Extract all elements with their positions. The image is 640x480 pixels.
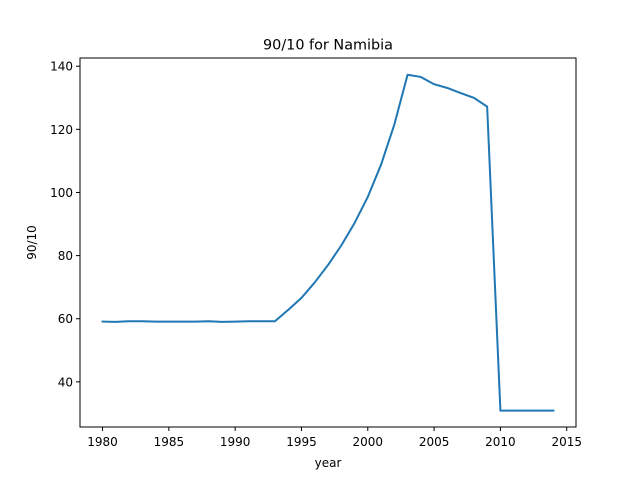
series-line [101, 73, 555, 412]
y-tick-label: 140 [50, 60, 73, 74]
y-tick-label: 40 [58, 375, 73, 389]
x-tick-label: 2015 [551, 435, 582, 449]
y-tick-label: 120 [50, 123, 73, 137]
y-axis-label: 90/10 [25, 225, 39, 260]
y-tick-label: 100 [50, 186, 73, 200]
plot-frame [79, 57, 577, 428]
x-tick-label: 2005 [419, 435, 450, 449]
x-tick-label: 1980 [87, 435, 118, 449]
y-tick-label: 60 [58, 312, 73, 326]
chart-title: 90/10 for Namibia [263, 38, 393, 54]
x-tick-label: 2000 [353, 435, 384, 449]
x-tick-label: 1990 [220, 435, 251, 449]
x-axis-label: year [315, 456, 342, 470]
x-tick-label: 1995 [286, 435, 317, 449]
y-tick-label: 80 [58, 249, 73, 263]
x-tick-label: 1985 [154, 435, 185, 449]
x-tick-label: 2010 [485, 435, 516, 449]
